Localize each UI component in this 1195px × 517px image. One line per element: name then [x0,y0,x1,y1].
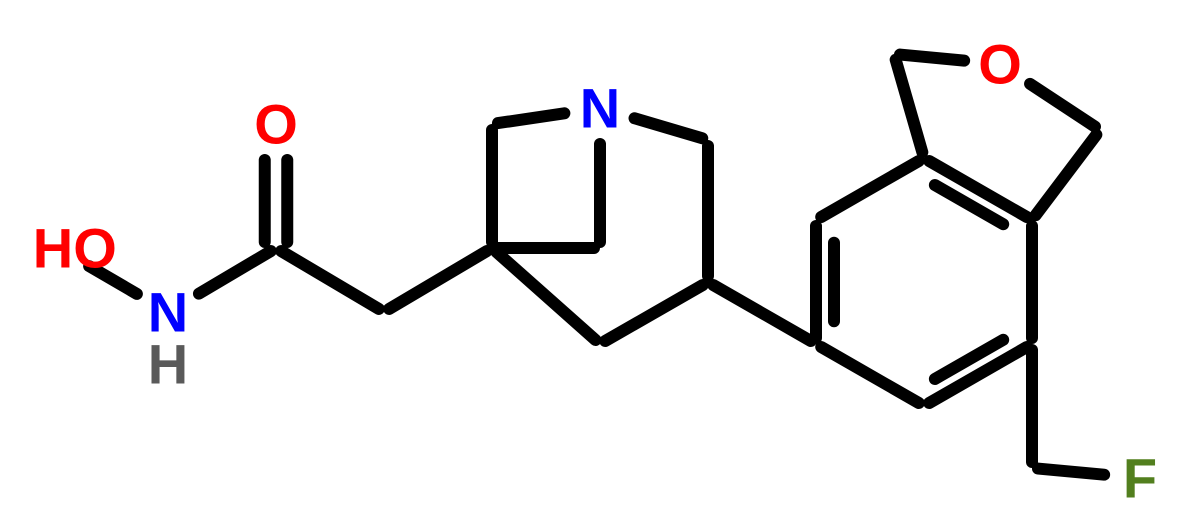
atom-N1-H: H [148,332,188,397]
atom-F: F [1123,446,1157,511]
atom-Oap: O [978,32,1022,97]
molecule-canvas: HONHONOF [0,0,1195,517]
atom-HO: HO [33,216,117,281]
atom-N2: N [580,76,620,141]
atom-O1: O [254,92,298,157]
